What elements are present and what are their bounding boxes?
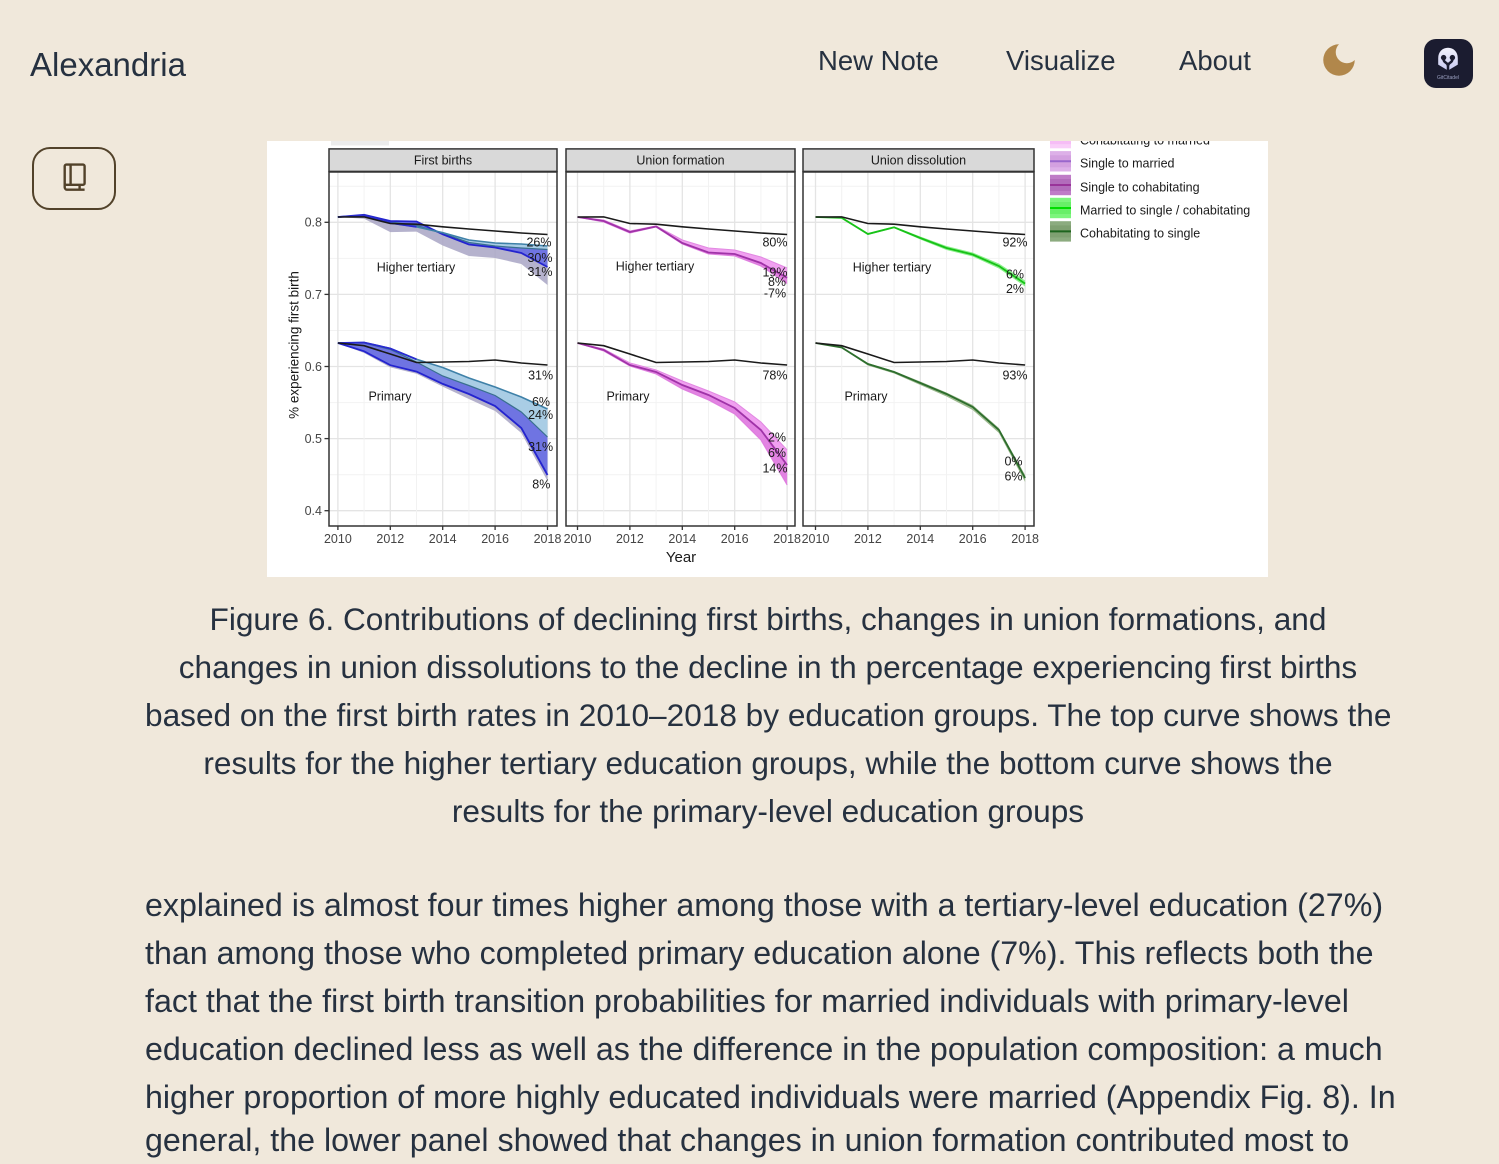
svg-text:92%: 92% (1002, 235, 1027, 249)
svg-text:24%: 24% (528, 408, 553, 422)
svg-text:31%: 31% (528, 440, 553, 454)
svg-text:80%: 80% (762, 235, 787, 249)
svg-text:0.4: 0.4 (305, 504, 322, 518)
svg-text:0.7: 0.7 (305, 288, 322, 302)
svg-text:2012: 2012 (616, 532, 644, 546)
svg-text:0.8: 0.8 (305, 216, 322, 230)
svg-text:30%: 30% (527, 251, 552, 265)
svg-text:31%: 31% (527, 265, 552, 279)
svg-text:2010: 2010 (802, 532, 830, 546)
svg-text:2016: 2016 (721, 532, 749, 546)
svg-text:Single to cohabitating: Single to cohabitating (1080, 180, 1200, 194)
svg-text:2014: 2014 (429, 532, 457, 546)
svg-text:2010: 2010 (324, 532, 352, 546)
svg-text:93%: 93% (1002, 368, 1027, 382)
svg-text:2014: 2014 (906, 532, 934, 546)
svg-text:Union formation: Union formation (636, 154, 724, 168)
svg-text:6%: 6% (532, 395, 550, 409)
svg-text:8%: 8% (768, 275, 786, 289)
svg-text:2018: 2018 (1011, 532, 1039, 546)
svg-text:Year: Year (666, 549, 696, 566)
svg-text:2018: 2018 (773, 532, 801, 546)
svg-text:0%: 0% (1004, 454, 1022, 468)
svg-text:19%: 19% (762, 265, 787, 279)
svg-text:Primary: Primary (844, 390, 888, 404)
svg-text:6%: 6% (768, 446, 786, 460)
svg-text:2012: 2012 (376, 532, 404, 546)
svg-text:6%: 6% (1004, 470, 1022, 484)
svg-text:Higher tertiary: Higher tertiary (853, 260, 932, 274)
svg-text:2012: 2012 (854, 532, 882, 546)
svg-text:8%: 8% (532, 477, 550, 491)
svg-text:Single to married: Single to married (1080, 157, 1175, 171)
svg-text:Union dissolution: Union dissolution (871, 154, 966, 168)
svg-text:6%: 6% (1006, 267, 1024, 281)
svg-text:2%: 2% (1006, 282, 1024, 296)
svg-text:Cohabitating to single: Cohabitating to single (1080, 227, 1200, 241)
svg-text:2016: 2016 (959, 532, 987, 546)
svg-text:0.6: 0.6 (305, 360, 322, 374)
svg-text:GitCitadel: GitCitadel (1437, 75, 1459, 81)
svg-text:2018: 2018 (534, 532, 562, 546)
svg-text:78%: 78% (762, 368, 787, 382)
svg-text:Primary: Primary (606, 390, 650, 404)
svg-text:2014: 2014 (668, 532, 696, 546)
svg-text:Married to single / cohabitati: Married to single / cohabitating (1080, 203, 1250, 217)
svg-text:14%: 14% (762, 461, 787, 475)
svg-text:2010: 2010 (564, 532, 592, 546)
svg-text:0.5: 0.5 (305, 432, 322, 446)
svg-text:Primary: Primary (368, 390, 412, 404)
svg-text:Higher tertiary: Higher tertiary (377, 260, 456, 274)
svg-text:31%: 31% (528, 369, 553, 383)
svg-text:First births: First births (414, 154, 472, 168)
svg-text:26%: 26% (526, 235, 551, 249)
svg-text:% experiencing first birth: % experiencing first birth (287, 271, 302, 419)
svg-text:2%: 2% (768, 430, 786, 444)
svg-text:2016: 2016 (481, 532, 509, 546)
svg-text:Cohabitating to married: Cohabitating to married (1080, 141, 1210, 147)
svg-text:-7%: -7% (764, 287, 786, 301)
svg-text:Higher tertiary: Higher tertiary (616, 260, 695, 274)
